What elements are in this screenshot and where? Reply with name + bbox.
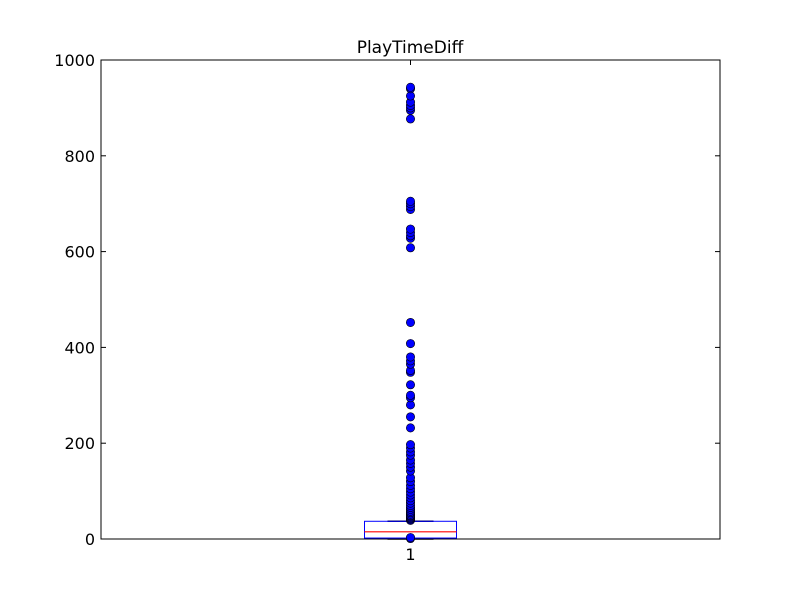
outlier-point (405, 423, 415, 433)
y-tick-label: 1000 (54, 51, 95, 70)
y-tick-label: 600 (64, 243, 95, 262)
y-tick-label: 200 (64, 434, 95, 453)
outlier-point (405, 440, 415, 450)
outlier-point (405, 380, 415, 390)
outlier-point (405, 114, 415, 124)
outlier-point (405, 339, 415, 349)
outlier-point (405, 352, 415, 362)
outlier-point (405, 224, 415, 234)
outlier-point (405, 412, 415, 422)
y-tick-label: 400 (64, 338, 95, 357)
outlier-point (405, 243, 415, 253)
outlier-point (405, 196, 415, 206)
outlier-point (405, 390, 415, 400)
y-tick-label: 800 (64, 147, 95, 166)
x-tick-label: 1 (405, 545, 415, 564)
chart-title: PlayTimeDiff (357, 38, 465, 58)
y-tick-label: 0 (85, 530, 95, 549)
plot-layer: 0 200 400 600 800 1000 1 (54, 51, 721, 564)
outlier-point (405, 82, 415, 92)
outlier-point (405, 317, 415, 327)
outlier-point (405, 533, 415, 543)
